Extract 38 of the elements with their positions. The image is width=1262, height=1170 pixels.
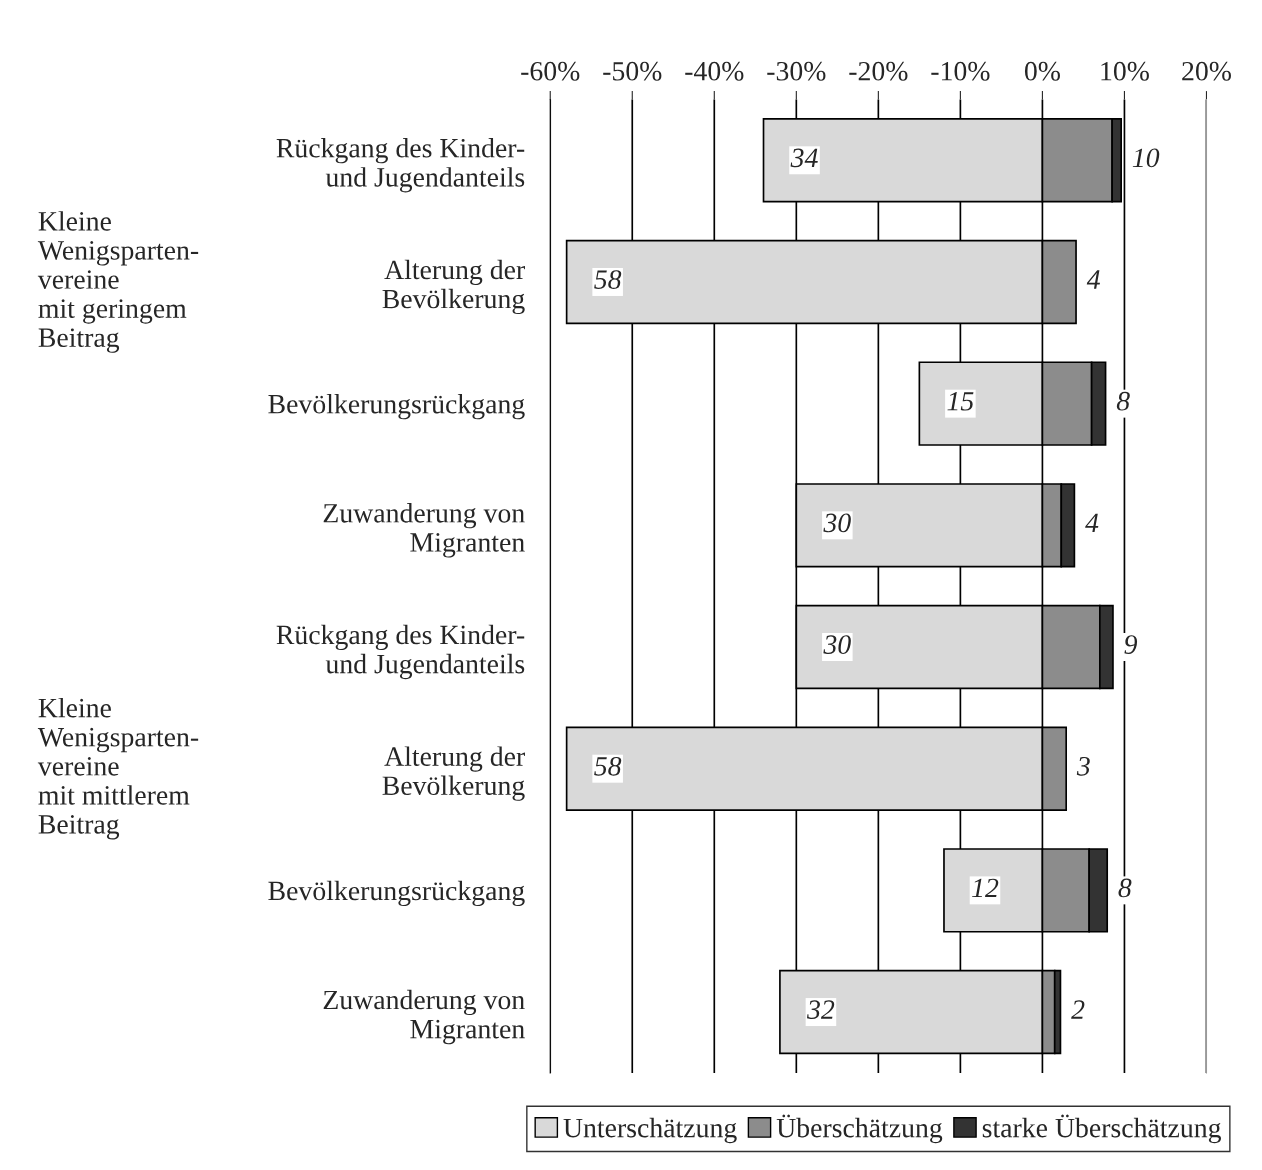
annotation: 30 <box>823 513 851 533</box>
annotation: 12 <box>972 878 999 898</box>
x-tick-label: 0% <box>1024 61 1060 81</box>
y-tick-label: Zuwanderung von Migranten <box>323 503 525 558</box>
x-tick-label: -10% <box>931 61 990 81</box>
legend-label: Überschätzung <box>776 1114 943 1144</box>
annotation: 30 <box>823 635 851 654</box>
x-tick-label: -30% <box>767 61 826 81</box>
x-tick-label: -20% <box>849 61 908 81</box>
y-tick-label: Bevölkerungsrückgang <box>268 880 525 906</box>
annotation: 58 <box>594 756 622 776</box>
x-tick-label: 20% <box>1182 61 1231 81</box>
annotation: 4 <box>1086 270 1100 289</box>
annotation: 2 <box>1071 1000 1085 1019</box>
annotation: 8 <box>1118 878 1132 898</box>
annotation: 9 <box>1124 635 1138 654</box>
annotation: 10 <box>1132 148 1160 168</box>
x-tick-label: -60% <box>521 61 580 81</box>
annotation: 15 <box>947 391 974 411</box>
legend-label: starke Überschätzung <box>982 1114 1221 1144</box>
y-tick-label: Alterung der Bevölkerung <box>382 259 525 315</box>
y-tick-label: Rückgang des Kinder- und Jugendanteils <box>276 624 525 680</box>
text: Kleine Wenigsparten- vereine mit geringem Beitrag <box>37 211 199 353</box>
legend-label: Unterschätzung <box>563 1117 737 1144</box>
x-tick-label: 10% <box>1101 61 1149 81</box>
x-tick-label: -50% <box>603 61 662 81</box>
text: Kleine Wenigsparten- vereine mit mittlerem Beitrag <box>37 697 199 840</box>
annotation: 8 <box>1116 391 1130 411</box>
y-tick-label: Zuwanderung von Migranten <box>323 989 525 1045</box>
annotation: 3 <box>1076 756 1090 776</box>
annotation: 58 <box>594 270 622 289</box>
annotation: 32 <box>807 1000 835 1019</box>
annotation: 34 <box>790 148 818 168</box>
x-tick-label: -40% <box>685 61 744 81</box>
annotation: 4 <box>1085 513 1099 533</box>
y-tick-label: Rückgang des Kinder- und Jugendanteils <box>276 138 525 193</box>
y-tick-label: Bevölkerungsrückgang <box>268 394 525 420</box>
y-tick-label: Alterung der Bevölkerung <box>382 746 525 801</box>
